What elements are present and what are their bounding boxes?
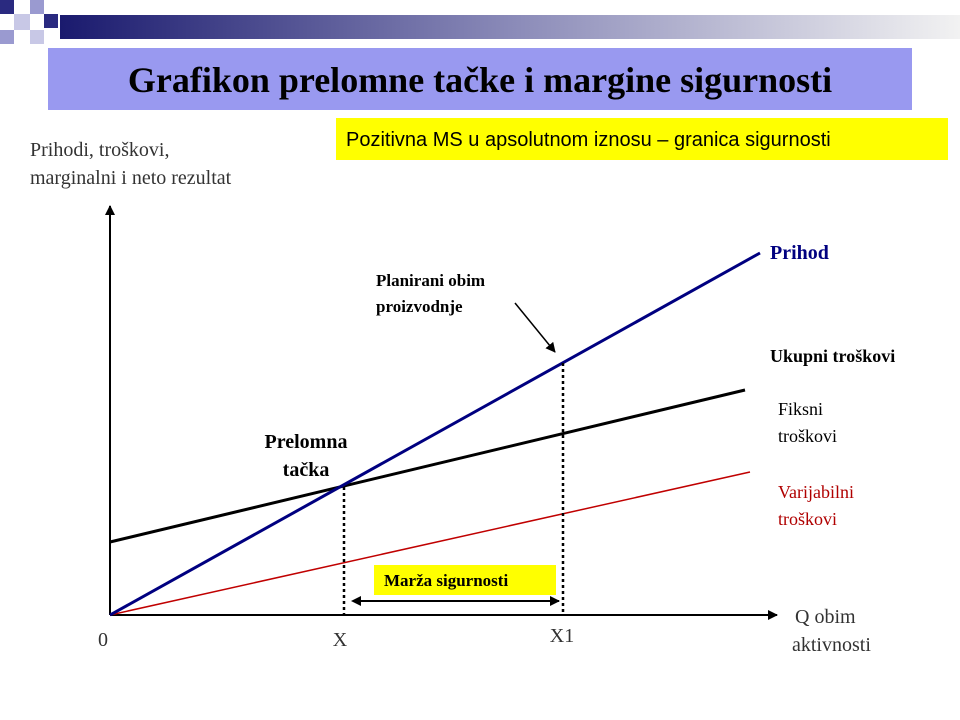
decoration <box>0 0 960 44</box>
planned-label: proizvodnje <box>376 297 463 316</box>
revenue-label: Prihod <box>770 242 829 264</box>
planned-arrow <box>514 302 556 353</box>
x-point-label: X1 <box>550 625 574 647</box>
origin-label: 0 <box>98 629 108 651</box>
total-costs-label: Ukupni troškovi <box>770 346 895 366</box>
x-axis-label: aktivnosti <box>792 634 871 656</box>
highlight: Pozitivna MS u apsolutnom iznosu – grani… <box>346 129 831 151</box>
break-even-label: tačka <box>283 459 330 481</box>
variable-costs-label: Varijabilni <box>778 482 854 502</box>
highlight-box <box>336 118 948 160</box>
title-box <box>48 48 912 110</box>
variable-costs-line <box>109 471 751 616</box>
revenue-line <box>109 251 761 617</box>
variable-costs-label: troškovi <box>778 509 837 529</box>
fixed-costs-label: Fiksni <box>778 399 823 419</box>
planned-label: Planirani obim <box>376 271 485 290</box>
margin-box <box>374 565 556 595</box>
total-costs-line <box>109 388 746 544</box>
x-point-label: X <box>333 629 348 651</box>
y-axis-label: Prihodi, troškovi, <box>30 139 169 161</box>
x-axis-label: Q obim <box>795 606 856 628</box>
margin-label: Marža sigurnosti <box>384 571 508 590</box>
y-axis-label: marginalni i neto rezultat <box>30 167 232 189</box>
fixed-costs-label: troškovi <box>778 426 837 446</box>
title: Grafikon prelomne tačke i margine sigurn… <box>128 60 832 100</box>
break-even-label: Prelomna <box>265 431 348 453</box>
